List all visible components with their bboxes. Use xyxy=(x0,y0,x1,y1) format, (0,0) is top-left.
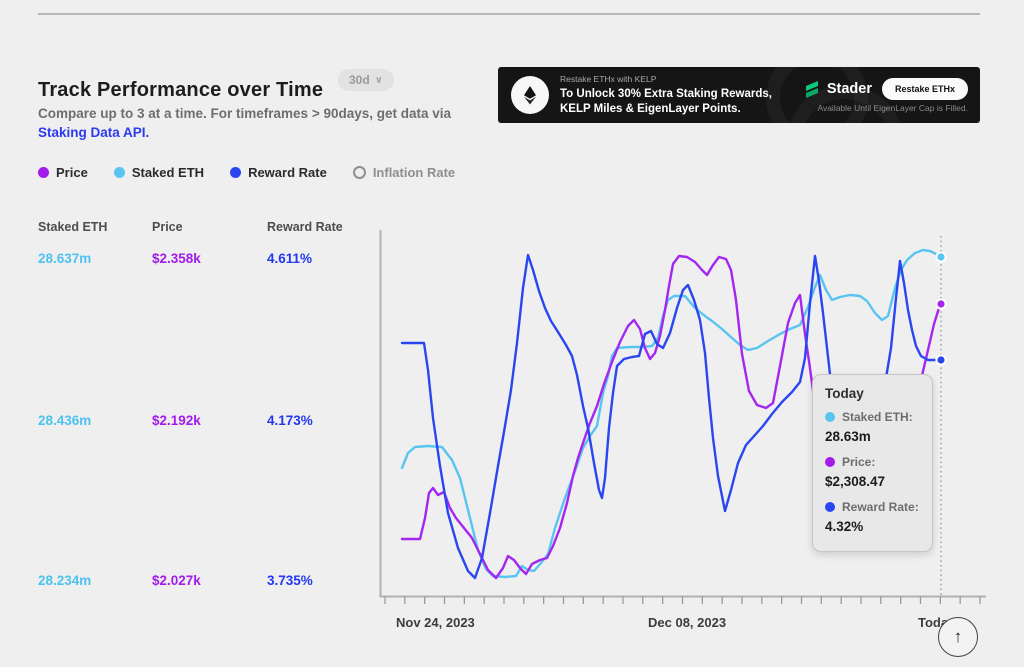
price-max: $2.358k xyxy=(152,251,201,266)
price-dot-icon xyxy=(825,457,835,467)
tooltip-label: Price: xyxy=(842,455,876,469)
chevron-down-icon: ∨ xyxy=(374,74,383,86)
x-tick-label: Dec 08, 2023 xyxy=(648,615,727,630)
axis-lines xyxy=(379,230,986,598)
column-header: Staked ETH xyxy=(38,220,108,234)
tooltip-price-value: $2,308.47 xyxy=(825,474,886,489)
tooltip-staked-eth-value: 28.63m xyxy=(825,429,871,444)
legend-item-staked-eth[interactable]: Staked ETH xyxy=(113,165,205,180)
tooltip-reward-rate-value: 4.32% xyxy=(825,519,864,534)
inflation-rate-legend-dot-icon xyxy=(352,166,366,179)
page-title: Track Performance over Time xyxy=(38,79,324,102)
ethereum-icon xyxy=(511,76,549,114)
top-divider xyxy=(38,13,980,15)
tooltip-title: Today xyxy=(825,386,864,401)
banner-line2: KELP Miles & EigenLayer Points. xyxy=(560,102,741,115)
legend-item-price[interactable]: Price xyxy=(38,165,88,180)
promo-banner[interactable]: Restake ETHx with KELP To Unlock 30% Ext… xyxy=(498,67,980,123)
reward-rate-dot-icon xyxy=(825,502,835,512)
reward-rate-legend-dot-icon xyxy=(230,167,242,178)
subtitle-text: Compare up to 3 at a time. For timeframe… xyxy=(38,106,452,121)
series-endpoint-dots xyxy=(935,251,947,366)
chart-legend: Price Staked ETH Reward Rate Inflation R… xyxy=(38,165,455,180)
column-header: Price xyxy=(152,220,183,234)
tooltip-label: Reward Rate: xyxy=(842,500,919,514)
banner-eyebrow: Restake ETHx with KELP xyxy=(560,74,657,84)
price-min: $2.027k xyxy=(152,573,201,588)
staked-eth-legend-dot-icon xyxy=(113,167,125,178)
tooltip-label: Staked ETH: xyxy=(842,410,913,424)
legend-label: Inflation Rate xyxy=(372,165,456,180)
staked-eth-mid: 28.436m xyxy=(38,413,92,428)
legend-label: Staked ETH xyxy=(131,165,205,180)
banner-line1: To Unlock 30% Extra Staking Rewards, xyxy=(560,88,772,100)
restake-ethx-button[interactable]: Restake ETHx xyxy=(881,77,968,100)
price-legend-dot-icon xyxy=(38,167,49,178)
legend-label: Price xyxy=(56,165,88,180)
banner-text: Restake ETHx with KELP To Unlock 30% Ext… xyxy=(560,74,772,116)
x-tick-label: Nov 24, 2023 xyxy=(396,615,475,630)
staking-data-api-link[interactable]: Staking Data API. xyxy=(38,125,150,140)
legend-item-inflation-rate[interactable]: Inflation Rate xyxy=(352,165,456,180)
price-mid: $2.192k xyxy=(152,413,201,428)
arrow-up-icon: ↑ xyxy=(953,627,963,646)
staked-eth-dot-icon xyxy=(825,412,835,422)
staked-eth-min: 28.234m xyxy=(38,573,92,588)
timeframe-dropdown[interactable]: 30d ∨ xyxy=(338,69,394,91)
column-header: Reward Rate xyxy=(267,220,343,234)
banner-caption: Available Until EigenLayer Cap is Filled… xyxy=(817,102,968,113)
staked-eth-max: 28.637m xyxy=(38,251,92,266)
timeframe-value: 30d xyxy=(349,73,370,87)
chart-tooltip: Today Staked ETH: 28.63m Price: $2,308.4… xyxy=(812,374,933,552)
scroll-to-top-button[interactable]: ↑ xyxy=(938,617,978,657)
legend-item-reward-rate[interactable]: Reward Rate xyxy=(230,165,327,180)
subtitle: Compare up to 3 at a time. For timeframe… xyxy=(38,104,478,142)
x-axis-ticks xyxy=(384,596,981,604)
reward-rate-min: 3.735% xyxy=(267,573,313,588)
reward-rate-max: 4.611% xyxy=(267,251,313,266)
reward-rate-mid: 4.173% xyxy=(267,413,313,428)
axis-value-table: Staked ETH Price Reward Rate 28.637m $2.… xyxy=(38,218,373,598)
legend-label: Reward Rate xyxy=(248,165,327,180)
